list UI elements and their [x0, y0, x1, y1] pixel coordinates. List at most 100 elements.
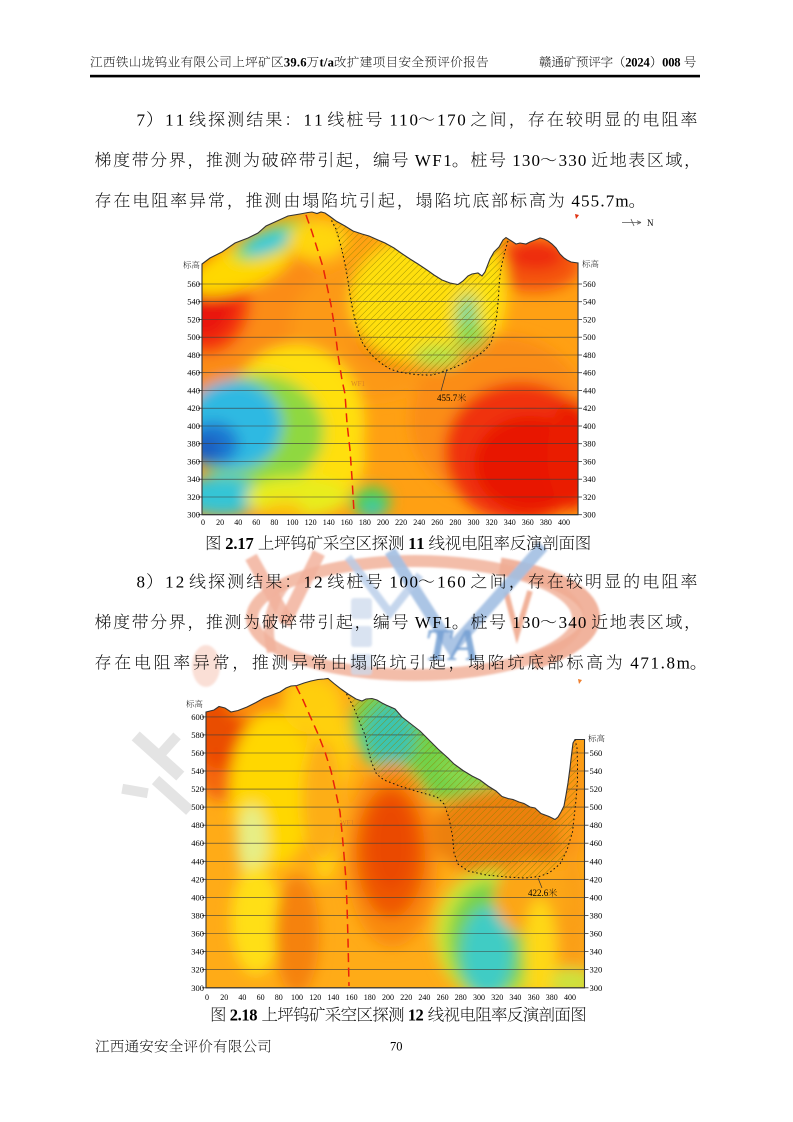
svg-text:100: 100: [291, 993, 303, 1002]
svg-text:100: 100: [389, 573, 418, 592]
svg-text:600: 600: [191, 712, 204, 722]
svg-text:280: 280: [449, 518, 461, 527]
svg-text:340: 340: [191, 947, 204, 957]
svg-text:120: 120: [309, 993, 321, 1002]
svg-text:471.8m: 471.8m: [630, 654, 690, 673]
svg-text:560: 560: [191, 748, 204, 758]
svg-text:500: 500: [191, 802, 204, 812]
svg-text:300: 300: [583, 510, 596, 520]
svg-text:520: 520: [590, 784, 603, 794]
svg-text:340: 340: [559, 613, 587, 632]
svg-text:300: 300: [590, 983, 603, 993]
svg-text:240: 240: [413, 518, 425, 527]
svg-text:560: 560: [590, 748, 603, 758]
svg-text:330: 330: [559, 151, 587, 170]
svg-text:440: 440: [590, 856, 603, 866]
svg-text:8: 8: [137, 573, 146, 592]
svg-text:340: 340: [509, 993, 521, 1002]
svg-text:360: 360: [522, 518, 534, 527]
svg-text:500: 500: [187, 332, 200, 342]
svg-text:280: 280: [455, 993, 467, 1002]
svg-text:300: 300: [191, 983, 204, 993]
svg-text:340: 340: [590, 947, 603, 957]
svg-text:422.6: 422.6: [528, 888, 549, 898]
svg-text:560: 560: [583, 279, 596, 289]
svg-text:460: 460: [590, 838, 603, 848]
svg-text:300: 300: [187, 510, 200, 520]
svg-text:0: 0: [201, 518, 205, 527]
svg-text:540: 540: [583, 297, 596, 307]
svg-text:560: 560: [187, 279, 200, 289]
svg-text:460: 460: [583, 368, 596, 378]
svg-text:400: 400: [191, 892, 204, 902]
svg-text:480: 480: [191, 820, 204, 830]
svg-text:220: 220: [400, 993, 412, 1002]
svg-text:540: 540: [187, 297, 200, 307]
svg-text:340: 340: [583, 474, 596, 484]
svg-text:440: 440: [191, 856, 204, 866]
svg-text:110: 110: [389, 111, 418, 130]
svg-text:130: 130: [512, 613, 540, 632]
svg-text:40: 40: [238, 993, 246, 1002]
svg-text:320: 320: [583, 492, 596, 502]
svg-text:480: 480: [187, 350, 200, 360]
svg-text:70: 70: [390, 1040, 403, 1054]
svg-text:360: 360: [528, 993, 540, 1002]
svg-text:t/a: t/a: [320, 56, 335, 70]
svg-text:100: 100: [287, 518, 299, 527]
svg-text:300: 300: [468, 518, 480, 527]
svg-text:130: 130: [512, 151, 540, 170]
svg-text:480: 480: [583, 350, 596, 360]
svg-text:WF1: WF1: [415, 613, 452, 632]
svg-text:540: 540: [191, 766, 204, 776]
svg-text:11: 11: [408, 534, 424, 553]
svg-text:520: 520: [191, 784, 204, 794]
svg-text:220: 220: [395, 518, 407, 527]
svg-text:7: 7: [137, 111, 146, 130]
svg-text:60: 60: [252, 518, 260, 527]
svg-text:11: 11: [304, 111, 323, 130]
svg-text:160: 160: [437, 573, 466, 592]
svg-text:120: 120: [305, 518, 317, 527]
svg-text:400: 400: [187, 421, 200, 431]
svg-text:20: 20: [220, 993, 228, 1002]
svg-text:2.17: 2.17: [225, 534, 253, 553]
svg-text:500: 500: [590, 802, 603, 812]
svg-text:340: 340: [504, 518, 516, 527]
svg-text:240: 240: [418, 993, 430, 1002]
svg-text:008: 008: [662, 56, 681, 70]
svg-text:2.18: 2.18: [230, 1006, 258, 1025]
svg-text:140: 140: [323, 518, 335, 527]
svg-text:320: 320: [590, 965, 603, 975]
svg-text:380: 380: [540, 518, 552, 527]
svg-text:WF1: WF1: [340, 819, 355, 827]
svg-text:400: 400: [564, 993, 576, 1002]
svg-text:140: 140: [327, 993, 339, 1002]
svg-text:455.7: 455.7: [437, 393, 458, 403]
svg-text:420: 420: [583, 403, 596, 413]
svg-text:380: 380: [546, 993, 558, 1002]
svg-text:440: 440: [187, 386, 200, 396]
svg-text:60: 60: [257, 993, 265, 1002]
svg-text:11: 11: [165, 111, 184, 130]
svg-text:340: 340: [187, 474, 200, 484]
svg-text:400: 400: [590, 892, 603, 902]
svg-text:0: 0: [205, 993, 209, 1002]
svg-text:360: 360: [191, 929, 204, 939]
svg-text:455.7m: 455.7m: [571, 192, 628, 211]
svg-text:520: 520: [187, 315, 200, 325]
svg-text:260: 260: [437, 993, 449, 1002]
svg-text:420: 420: [590, 874, 603, 884]
svg-text:380: 380: [583, 439, 596, 449]
svg-text:180: 180: [359, 518, 371, 527]
svg-text:360: 360: [187, 457, 200, 467]
svg-text:380: 380: [590, 910, 603, 920]
svg-text:540: 540: [590, 766, 603, 776]
svg-text:500: 500: [583, 332, 596, 342]
svg-text:360: 360: [583, 457, 596, 467]
svg-text:39.6: 39.6: [284, 56, 307, 70]
svg-text:200: 200: [377, 518, 389, 527]
svg-text:420: 420: [187, 403, 200, 413]
svg-text:380: 380: [191, 910, 204, 920]
svg-text:2024: 2024: [625, 56, 650, 70]
